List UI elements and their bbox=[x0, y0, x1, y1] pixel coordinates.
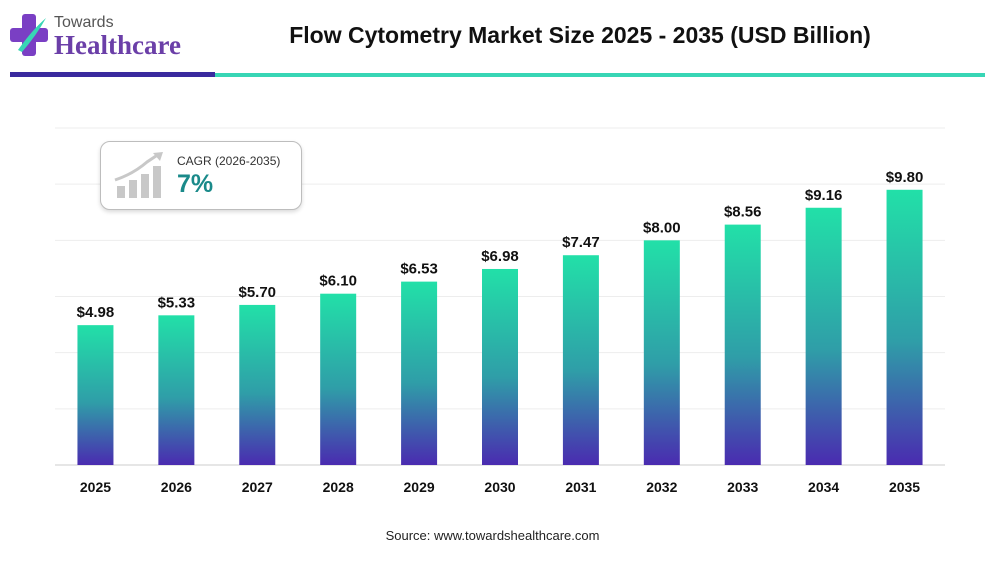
header-divider-teal bbox=[215, 73, 985, 77]
data-label-2029: $6.53 bbox=[400, 261, 438, 278]
bar-2032 bbox=[643, 240, 680, 465]
x-tick-2025: 2025 bbox=[80, 479, 111, 495]
data-label-2027: $5.70 bbox=[238, 284, 276, 301]
data-label-2035: $9.80 bbox=[886, 169, 924, 186]
bar-2025 bbox=[77, 325, 114, 465]
logo-text-towards: Towards bbox=[54, 14, 114, 31]
x-tick-2035: 2035 bbox=[889, 479, 920, 495]
bar-2033 bbox=[724, 224, 761, 465]
data-label-2025: $4.98 bbox=[77, 304, 115, 321]
header-divider-purple bbox=[10, 72, 215, 77]
bar-2030 bbox=[482, 268, 518, 465]
bar-2034 bbox=[805, 207, 842, 466]
data-label-2026: $5.33 bbox=[158, 294, 196, 311]
source-note: Source: www.towardshealthcare.com bbox=[385, 528, 600, 543]
x-tick-2031: 2031 bbox=[565, 479, 596, 495]
data-label-2033: $8.56 bbox=[724, 204, 762, 221]
x-tick-2030: 2030 bbox=[484, 479, 515, 495]
data-label-2028: $6.10 bbox=[319, 273, 357, 290]
x-tick-2029: 2029 bbox=[404, 479, 435, 495]
logo: Towards Healthcare bbox=[10, 10, 210, 70]
bar-2027 bbox=[239, 304, 276, 465]
x-tick-2028: 2028 bbox=[323, 479, 354, 495]
bar-2029 bbox=[401, 281, 438, 465]
chart-title: Flow Cytometry Market Size 2025 - 2035 (… bbox=[289, 22, 871, 48]
x-tick-2026: 2026 bbox=[161, 479, 192, 495]
growth-chart-icon bbox=[114, 152, 163, 198]
cagr-value: 7% bbox=[177, 170, 214, 198]
x-tick-2033: 2033 bbox=[727, 479, 758, 495]
data-label-2031: $7.47 bbox=[562, 234, 600, 251]
data-label-2034: $9.16 bbox=[805, 187, 843, 204]
medical-cross-icon bbox=[10, 14, 48, 56]
x-tick-2027: 2027 bbox=[242, 479, 273, 495]
cagr-callout: CAGR (2026-2035) 7% bbox=[100, 141, 302, 210]
bar-2031 bbox=[562, 255, 599, 465]
x-tick-2034: 2034 bbox=[808, 479, 839, 495]
bar-2035 bbox=[886, 189, 923, 466]
data-label-2032: $8.00 bbox=[643, 219, 681, 236]
cagr-label: CAGR (2026-2035) bbox=[177, 154, 281, 168]
data-label-2030: $6.98 bbox=[481, 248, 519, 265]
logo-text-healthcare: Healthcare bbox=[54, 30, 181, 60]
x-tick-2032: 2032 bbox=[646, 479, 677, 495]
bar-2028 bbox=[320, 293, 357, 465]
bar-2026 bbox=[158, 315, 195, 465]
